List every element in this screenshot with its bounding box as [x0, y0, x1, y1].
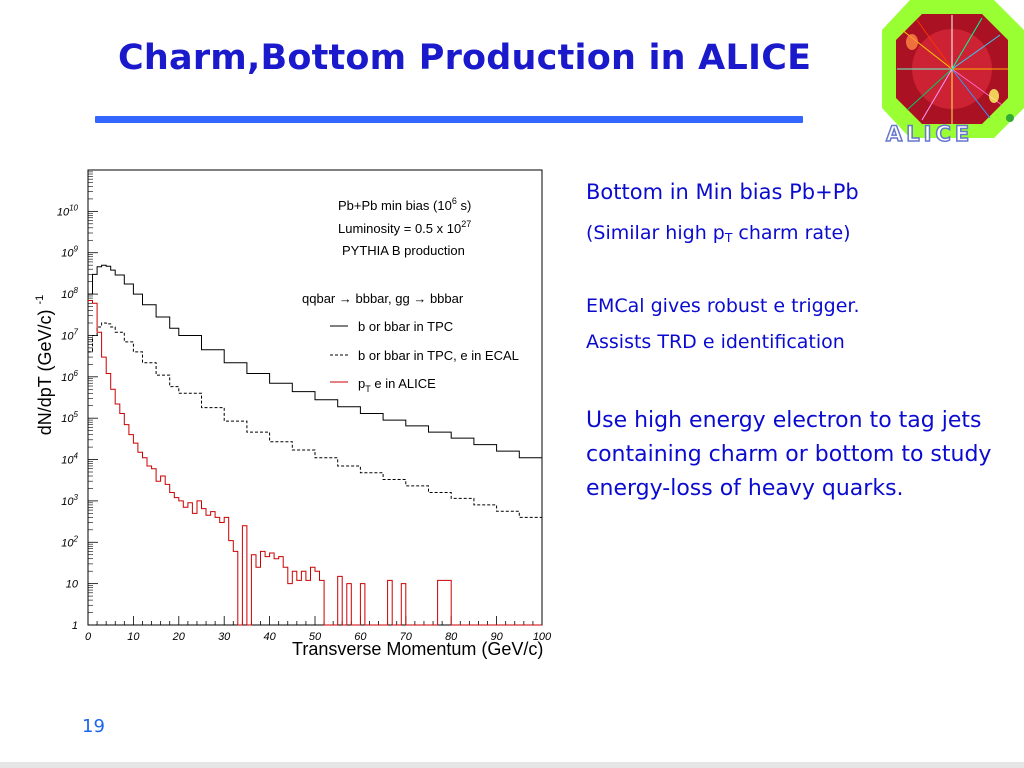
x-tick-label: 50 [309, 631, 322, 643]
y-axis-label: dN/dpT (GeV/c) -1 [34, 295, 55, 436]
y-tick-label: 105 [61, 410, 78, 425]
annotation-luminosity: Luminosity = 0.5 x 1027 [338, 219, 471, 236]
y-tick-label: 103 [61, 493, 78, 508]
y-tick-label: 104 [61, 452, 78, 467]
alice-logo: ALICE [882, 0, 1024, 146]
legend-label-tpc: b or bbar in TPC [358, 319, 453, 334]
title-underline [95, 116, 803, 123]
y-tick-label: 109 [61, 245, 78, 260]
x-tick-label: 30 [218, 631, 231, 643]
bullet-charm-rate: (Similar high pT charm rate) [586, 222, 851, 246]
x-tick-label: 40 [263, 631, 276, 643]
footer-bar [0, 762, 1024, 768]
y-axis-label-exponent: -1 [34, 295, 46, 305]
x-tick-labels: 0 10 20 30 40 50 60 70 80 90 100 [85, 631, 552, 643]
alice-logo-emblem [882, 0, 1024, 138]
legend-label-tpc-ecal: b or bbar in TPC, e in ECAL [358, 348, 519, 363]
x-tick-label: 80 [445, 631, 458, 643]
x-tick-label: 90 [490, 631, 503, 643]
x-tick-label: 10 [127, 631, 140, 643]
bullet-trd-identification: Assists TRD e identification [586, 331, 845, 353]
bullet-jet-tagging: Use high energy electron to tag jets con… [586, 408, 992, 501]
legend: b or bbar in TPC b or bbar in TPC, e in … [330, 319, 519, 394]
x-axis-label: Transverse Momentum (GeV/c) [292, 639, 543, 659]
annotation-process: qqbar → bbbar, gg → bbbar [302, 291, 464, 306]
x-tick-label: 0 [85, 631, 92, 643]
annotation-pythia: PYTHIA B production [342, 243, 465, 258]
y-tick-label: 106 [61, 369, 78, 384]
x-tick-label: 20 [172, 631, 186, 643]
y-tick-labels: 1 10 102 103 104 105 106 107 108 109 1010 [57, 203, 79, 632]
alice-logo-text: ALICE [886, 122, 973, 146]
x-tick-label: 100 [533, 631, 552, 643]
annotation-pbpb: Pb+Pb min bias (106 s) [338, 196, 471, 213]
x-tick-label: 60 [354, 631, 367, 643]
bullet-bottom-min-bias: Bottom in Min bias Pb+Pb [586, 180, 859, 204]
series-line-2 [88, 300, 542, 626]
legend-label-electron: pT e in ALICE [358, 376, 436, 394]
page-number: 19 [82, 716, 105, 737]
y-tick-label: 108 [61, 286, 78, 301]
bullet-emcal-trigger: EMCal gives robust e trigger. [586, 295, 860, 317]
y-tick-label: 107 [61, 327, 78, 342]
series-line-0 [88, 264, 543, 464]
y-tick-label: 10 [66, 579, 79, 591]
x-tick-label: 70 [400, 631, 413, 643]
y-tick-label: 102 [61, 534, 78, 549]
y-tick-label: 1010 [57, 203, 79, 218]
slide-title: Charm,Bottom Production in ALICE [118, 38, 812, 78]
axis-ticks [87, 171, 543, 626]
series-layer [88, 264, 543, 626]
y-axis-label-group: dN/dpT (GeV/c) -1 [34, 295, 55, 436]
y-tick-label: 1 [72, 620, 78, 632]
momentum-spectrum-chart: 0 10 20 30 40 50 60 70 80 90 100 11010210310410510… [34, 169, 552, 659]
